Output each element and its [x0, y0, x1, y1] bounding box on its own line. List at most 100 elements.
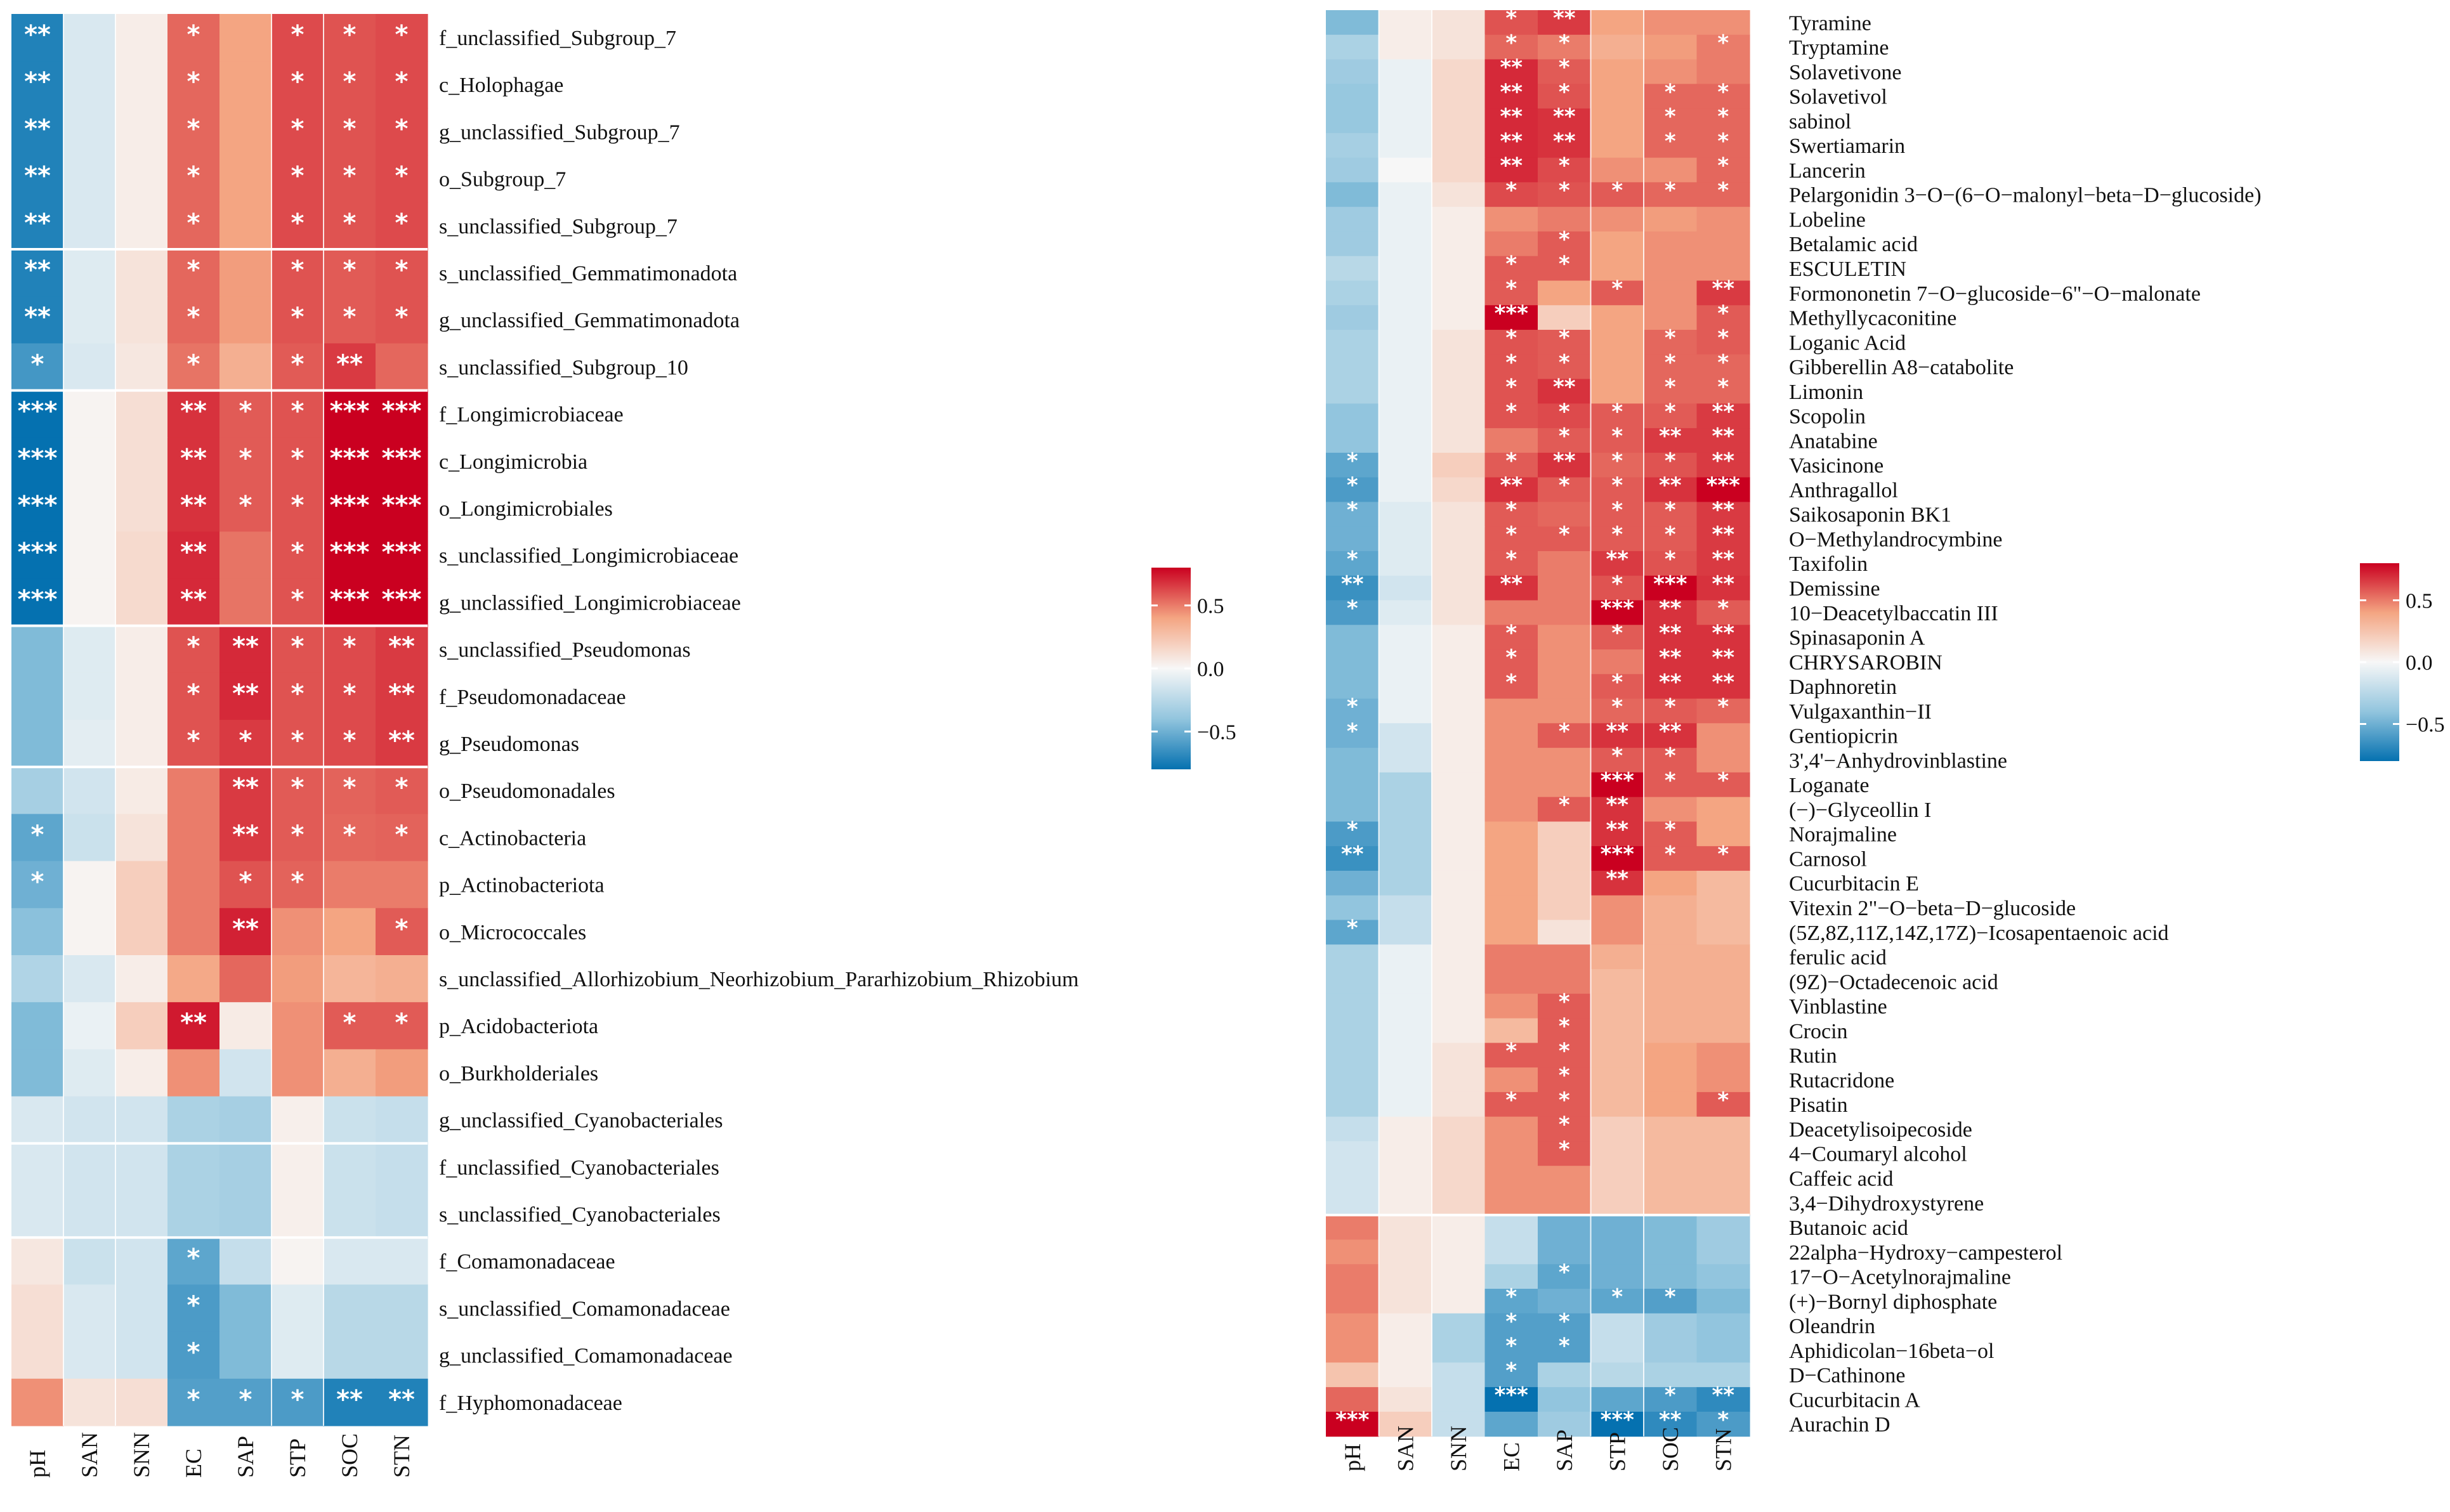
heatmap-cell: [1590, 305, 1644, 330]
heatmap-cell: [1538, 526, 1592, 552]
heatmap-cell: [167, 625, 220, 674]
heatmap-cell: [1538, 403, 1592, 429]
heatmap-cell: [1590, 723, 1644, 748]
heatmap-cell: [1484, 772, 1538, 798]
significance-mark: ***: [18, 444, 58, 473]
row-label: Methyllycaconitine: [1789, 307, 1956, 330]
significance-mark: ***: [18, 397, 58, 426]
heatmap-cell: [219, 814, 272, 862]
significance-mark: *: [187, 632, 200, 662]
significance-mark: *: [1665, 399, 1676, 424]
significance-mark: *: [291, 256, 305, 285]
heatmap-cell: [219, 155, 272, 203]
heatmap-cell: [1484, 1411, 1538, 1437]
heatmap-cell: [1432, 723, 1486, 748]
significance-mark: **: [1659, 719, 1682, 744]
heatmap-cell: [63, 108, 116, 156]
heatmap-cell: [1432, 84, 1486, 109]
heatmap-cell: [1326, 1289, 1380, 1314]
heatmap-cell: [1644, 1338, 1698, 1363]
heatmap-cell: [115, 296, 168, 344]
heatmap-cell: [1379, 133, 1432, 159]
significance-mark: *: [1505, 1284, 1517, 1310]
heatmap-cell: [272, 1049, 324, 1097]
heatmap-cell: [376, 1237, 428, 1285]
legend-colorbar: [1151, 568, 1191, 769]
heatmap-cell: [167, 720, 220, 767]
heatmap-cell: [1432, 772, 1486, 798]
heatmap-cell: [1326, 354, 1380, 380]
heatmap-cell: [1484, 526, 1538, 552]
significance-mark: *: [1559, 1063, 1570, 1088]
heatmap-cell: [1484, 649, 1538, 675]
row-label: s_unclassified_Cyanobacteriales: [439, 1203, 721, 1227]
heatmap-cell: [272, 1096, 324, 1144]
heatmap-cell: [1538, 625, 1592, 650]
heatmap-cell: [376, 485, 428, 532]
heatmap-cell: [11, 531, 64, 579]
significance-mark: *: [1559, 473, 1570, 499]
heatmap-cell: [63, 625, 116, 674]
row-label: ESCULETIN: [1789, 257, 1906, 281]
heatmap-cell: [11, 437, 64, 485]
heatmap-cell: [115, 955, 168, 1003]
heatmap-cell: [1484, 256, 1538, 282]
significance-mark: *: [1505, 547, 1517, 572]
significance-mark: *: [1347, 596, 1358, 622]
heatmap-cell: [1484, 1215, 1538, 1241]
heatmap-cell: [1484, 821, 1538, 847]
row-label: Swertiamarin: [1789, 134, 1905, 158]
heatmap-cell: [1379, 477, 1432, 502]
heatmap-cell: [11, 1378, 64, 1426]
heatmap-cell: [1644, 1018, 1698, 1043]
significance-mark: *: [1717, 350, 1729, 375]
legend-tick-label: −0.5: [2406, 714, 2445, 737]
row-label: f_Pseudomonadaceae: [439, 686, 626, 709]
heatmap-cell: [1379, 330, 1432, 355]
heatmap-cell: [1696, 502, 1750, 527]
row-label: 10−Deacetylbaccatin III: [1789, 602, 1998, 625]
column-label: SNN: [1446, 1426, 1471, 1471]
heatmap-cell: [1644, 330, 1698, 355]
significance-mark: **: [388, 726, 415, 755]
row-label: Caffeic acid: [1789, 1167, 1894, 1190]
heatmap-cell: [1644, 575, 1698, 601]
significance-mark: *: [1665, 325, 1676, 351]
row-label: Vinblastine: [1789, 995, 1887, 1019]
row-label: f_Hyphomonadaceae: [439, 1391, 622, 1415]
heatmap-cell: [115, 249, 168, 297]
heatmap-cell: [1484, 1289, 1538, 1314]
heatmap-cell: [1379, 207, 1432, 232]
significance-mark: **: [1606, 817, 1628, 842]
heatmap-cell: [1538, 1043, 1592, 1068]
significance-mark: *: [395, 303, 409, 332]
legend-tick-label: 0.5: [2406, 590, 2433, 613]
heatmap-cell: [1538, 944, 1592, 970]
heatmap-cell: [1644, 1092, 1698, 1118]
heatmap-cell: [1379, 84, 1432, 109]
heatmap-cell: [1538, 649, 1592, 675]
heatmap-cell: [1538, 1215, 1592, 1241]
heatmap-cell: [1538, 575, 1592, 601]
heatmap-cell: [1379, 723, 1432, 748]
heatmap-cell: [1326, 182, 1380, 207]
heatmap-cell: [1326, 1116, 1380, 1142]
heatmap-cell: [1379, 280, 1432, 306]
heatmap-cell: [1432, 34, 1486, 60]
heatmap-cell: [324, 1049, 376, 1097]
heatmap-cell: [376, 531, 428, 579]
row-label: Cucurbitacin E: [1789, 872, 1919, 896]
row-label: 22alpha−Hydroxy−campesterol: [1789, 1241, 2062, 1265]
heatmap-cell: [1484, 207, 1538, 232]
heatmap-cell: [1644, 526, 1698, 552]
heatmap-cell: [1644, 1215, 1698, 1241]
row-label: Betalamic acid: [1789, 233, 1918, 256]
heatmap-cell: [1696, 207, 1750, 232]
heatmap-cell: [1484, 452, 1538, 478]
significance-mark: *: [343, 114, 357, 143]
heatmap-cell: [1379, 1239, 1432, 1265]
heatmap-cell: [324, 202, 376, 250]
legend-tick-label: 0.5: [1197, 595, 1224, 618]
significance-mark: *: [1665, 178, 1676, 203]
heatmap-cell: [1326, 797, 1380, 823]
